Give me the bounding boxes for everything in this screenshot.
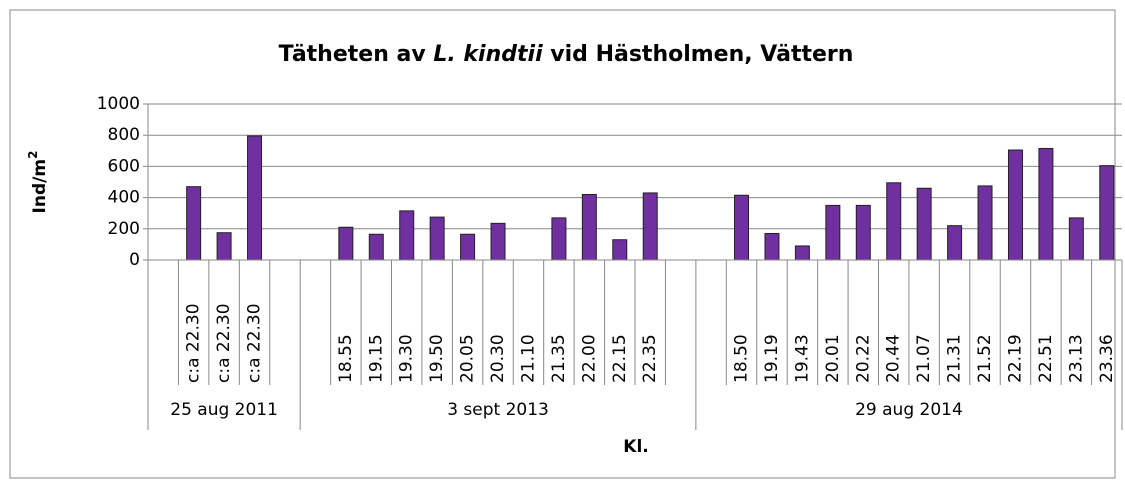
bar [1007, 149, 1023, 261]
bar [855, 204, 871, 261]
x-tick-label: c:a 22.30 [184, 303, 204, 383]
x-tick-label: 18.55 [336, 334, 356, 383]
bar [429, 216, 445, 261]
y-label-part: Ind/m [30, 159, 50, 214]
group-label: 25 aug 2011 [170, 400, 278, 420]
x-tick-label: 19.50 [427, 334, 447, 383]
bar [642, 192, 658, 261]
bar [886, 182, 902, 261]
bar [764, 232, 780, 261]
x-tick-label: 20.22 [853, 334, 873, 383]
bar [1068, 217, 1084, 261]
x-tick-label: 23.13 [1066, 334, 1086, 383]
x-tick-label: 22.00 [579, 334, 599, 383]
bar [916, 187, 932, 261]
bar [1099, 165, 1115, 261]
bar [612, 239, 628, 261]
x-tick-label: c:a 22.30 [214, 303, 234, 383]
y-tick-label: 800 [108, 125, 140, 145]
y-tick-label: 400 [108, 188, 140, 208]
bar [977, 185, 993, 261]
x-tick-label: 21.10 [518, 334, 538, 383]
bar [1038, 147, 1054, 261]
bar [490, 222, 506, 261]
bar [399, 210, 415, 261]
y-tick-label: 600 [108, 156, 140, 176]
x-tick-label: 22.15 [610, 334, 630, 383]
y-label-part: 2 [26, 151, 40, 159]
bar [338, 226, 354, 261]
x-tick-label: 20.01 [823, 334, 843, 383]
x-tick-label: 22.35 [640, 334, 660, 383]
x-tick-label: 21.07 [914, 334, 934, 383]
bar [947, 225, 963, 261]
x-tick-label: 19.30 [397, 334, 417, 383]
bar [368, 233, 384, 261]
title-part: L. kindtii [433, 42, 543, 67]
y-tick-label: 0 [129, 250, 140, 270]
title-part: vid Hästholmen, Vättern [550, 42, 853, 67]
x-tick-label: 22.51 [1036, 334, 1056, 383]
bar [460, 233, 476, 261]
bar [794, 245, 810, 261]
x-tick-label: 20.30 [488, 334, 508, 383]
bar [247, 135, 263, 261]
group-label: 29 aug 2014 [855, 400, 963, 420]
x-tick-label: 21.52 [975, 334, 995, 383]
title-part: Tätheten av [279, 42, 427, 67]
bar [581, 193, 597, 261]
group-label: 3 sept 2013 [447, 400, 549, 420]
x-tick-label: 22.19 [1005, 334, 1025, 383]
y-tick-label: 200 [108, 219, 140, 239]
x-tick-label: 18.50 [732, 334, 752, 383]
bar [216, 232, 232, 261]
bar [551, 217, 567, 261]
x-tick-label: 21.31 [945, 334, 965, 383]
x-tick-label: c:a 22.30 [245, 303, 265, 383]
chart-title: Tätheten av L. kindtii vid Hästholmen, V… [279, 42, 854, 67]
y-axis-label: Ind/m2 [26, 151, 51, 214]
x-tick-label: 21.35 [549, 334, 569, 383]
x-axis-label: Kl. [623, 437, 648, 457]
x-tick-label: 23.36 [1097, 334, 1117, 383]
x-tick-label: 19.19 [762, 334, 782, 383]
bar [734, 194, 750, 261]
bar [186, 186, 202, 261]
bar [825, 204, 841, 261]
x-tick-label: 20.44 [884, 334, 904, 383]
x-tick-label: 19.15 [366, 334, 386, 383]
x-tick-label: 20.05 [458, 334, 478, 383]
x-tick-label: 19.43 [792, 334, 812, 383]
y-tick-label: 1000 [97, 94, 140, 114]
